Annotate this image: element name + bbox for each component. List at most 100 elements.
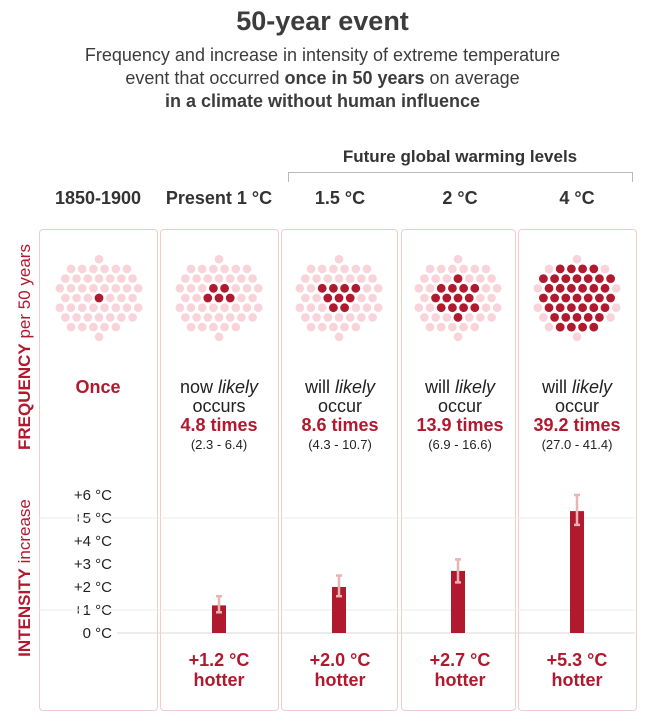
event-dot-background xyxy=(214,274,224,283)
subtitle-line-2: event that occurred once in 50 years on … xyxy=(0,67,645,90)
frequency-line-1: will likely xyxy=(424,377,495,397)
event-dot-occurrence xyxy=(459,283,468,293)
frequency-line-2: occurs xyxy=(192,396,246,416)
event-dot-background xyxy=(317,264,327,274)
event-dot-occurrence xyxy=(583,293,593,303)
frequency-text-1850: Once xyxy=(39,378,157,397)
event-dot-background xyxy=(487,274,496,283)
event-dot-background xyxy=(362,264,372,274)
event-dot-background xyxy=(111,264,121,274)
column-header-1850: 1850-1900 xyxy=(54,188,142,208)
event-dot-background xyxy=(420,313,429,322)
y-tick-label: 0 °C xyxy=(82,625,112,642)
event-dot-background xyxy=(323,274,333,283)
event-dot-background xyxy=(186,303,196,313)
event-dot-background xyxy=(203,274,213,283)
event-dot-occurrence xyxy=(555,264,565,274)
event-dot-background xyxy=(253,303,263,313)
subtitle-line-2c: on average xyxy=(424,68,520,88)
event-dot-background xyxy=(539,313,548,322)
frequency-times: 8.6 times xyxy=(301,415,379,435)
event-dot-background xyxy=(464,274,474,283)
event-dot-background xyxy=(351,264,361,274)
frequency-text-1-5: will likely occur 8.6 times (4.3 - 10.7) xyxy=(281,378,399,454)
event-dot-occurrence xyxy=(345,293,355,303)
event-dot-occurrence xyxy=(606,293,615,303)
event-dot-background xyxy=(105,313,115,322)
event-dot-background xyxy=(209,264,218,274)
event-dot-background xyxy=(481,284,491,293)
event-dot-occurrence xyxy=(436,283,446,293)
event-dot-background xyxy=(192,293,201,303)
event-dot-occurrence xyxy=(555,322,565,332)
event-dot-occurrence xyxy=(589,322,599,332)
event-dot-background xyxy=(248,293,257,303)
event-dot-background xyxy=(117,313,126,322)
event-dot-background xyxy=(225,274,235,283)
frequency-range: (4.3 - 10.7) xyxy=(308,437,372,452)
event-dot-occurrence xyxy=(600,303,610,313)
event-dot-occurrence xyxy=(329,303,338,313)
event-dot-background xyxy=(544,264,554,274)
event-dot-background xyxy=(197,303,207,313)
frequency-line-1: will likely xyxy=(541,377,612,397)
event-dot-background xyxy=(606,313,615,322)
future-warming-bracket xyxy=(288,172,633,182)
event-dot-occurrence xyxy=(561,293,571,303)
frequency-line-2: occur xyxy=(554,396,599,416)
event-dot-background xyxy=(66,303,76,313)
event-dot-occurrence xyxy=(572,313,582,322)
event-dot-background xyxy=(373,284,383,293)
event-dot-background xyxy=(301,313,310,322)
hotter-label-1-5: +2.0 °C hotter xyxy=(309,650,371,690)
event-dot-occurrence xyxy=(94,293,104,303)
column-header-present: Present 1 °C xyxy=(165,188,273,208)
event-dot-background xyxy=(373,303,383,313)
event-dot-background xyxy=(572,254,582,264)
event-dot-occurrence xyxy=(470,303,480,313)
event-dot-occurrence xyxy=(220,283,230,293)
frequency-line-1: will likely xyxy=(304,377,375,397)
event-dot-occurrence xyxy=(431,293,440,303)
event-dot-background xyxy=(487,293,496,303)
event-dot-occurrence xyxy=(595,293,604,303)
event-dot-background xyxy=(83,313,93,322)
event-dot-occurrence xyxy=(555,303,565,313)
event-dot-occurrence xyxy=(600,283,610,293)
column-header-2: 2 °C xyxy=(442,188,478,208)
event-dot-background xyxy=(351,303,361,313)
future-warming-label: Future global warming levels xyxy=(342,147,578,166)
event-dot-background xyxy=(61,293,70,303)
event-dot-background xyxy=(459,322,468,332)
event-dot-background xyxy=(420,293,429,303)
event-dot-occurrence xyxy=(317,283,327,293)
event-dot-background xyxy=(117,293,126,303)
event-dot-background xyxy=(362,284,372,293)
event-dot-background xyxy=(128,274,137,283)
event-dot-background xyxy=(306,303,316,313)
event-dot-background xyxy=(459,264,468,274)
frequency-range: (2.3 - 6.4) xyxy=(190,437,248,452)
event-dot-background xyxy=(89,264,98,274)
event-dot-background xyxy=(414,284,424,293)
event-dot-background xyxy=(72,313,81,322)
event-dot-background xyxy=(94,332,104,342)
event-dot-background xyxy=(89,322,98,332)
event-dot-background xyxy=(533,284,543,293)
event-dot-occurrence xyxy=(567,283,576,293)
event-dot-occurrence xyxy=(550,293,559,303)
event-dot-occurrence xyxy=(214,293,224,303)
event-dot-background xyxy=(77,322,87,332)
event-dot-background xyxy=(186,264,196,274)
event-dot-occurrence xyxy=(550,313,559,322)
event-dot-background xyxy=(611,284,621,293)
intensity-bar xyxy=(570,511,584,633)
subtitle-line-3: in a climate without human influence xyxy=(164,91,481,111)
event-dot-background xyxy=(225,313,235,322)
event-dot-background xyxy=(436,322,446,332)
event-dot-background xyxy=(111,284,121,293)
event-dot-background xyxy=(94,254,104,264)
event-dot-background xyxy=(345,274,355,283)
event-dot-background xyxy=(77,303,87,313)
event-dot-occurrence xyxy=(323,293,333,303)
